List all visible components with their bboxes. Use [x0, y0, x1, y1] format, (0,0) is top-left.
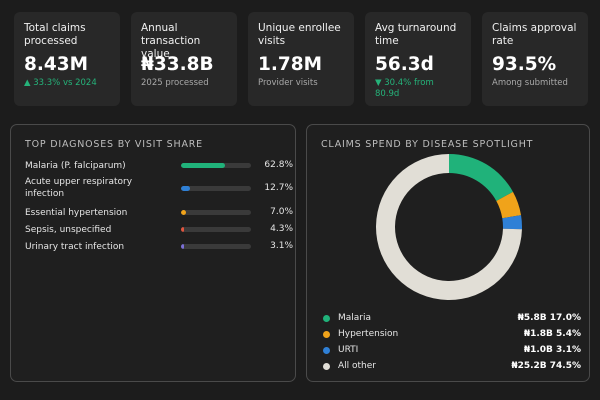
diagnosis-row: Acute upper respiratory infection 12.7% [25, 176, 293, 202]
legend-swatch [323, 315, 330, 322]
diagnosis-row: Urinary tract infection 3.1% [25, 241, 293, 255]
kpi-card-approval-rate: Claims approval rate 93.5% Among submitt… [482, 12, 588, 106]
diagnosis-bar-track [181, 186, 251, 191]
diagnosis-percent: 7.0% [270, 207, 293, 217]
legend-item-all-other: All other ₦25.2B 74.5% [323, 360, 581, 374]
legend-label: All other [338, 361, 376, 371]
legend-swatch [323, 331, 330, 338]
diagnosis-row: Malaria (P. falciparum) 62.8% [25, 159, 293, 173]
donut-slice-malaria [449, 154, 513, 201]
donut-slice-urti [502, 215, 522, 230]
diagnosis-bar-fill [181, 186, 190, 191]
spend-donut-chart [375, 154, 522, 300]
diagnosis-bar-track [181, 210, 251, 215]
donut-slice-hypertension [496, 191, 522, 219]
kpi-card-transaction-value: Annual transaction value ₦33.8B 2025 pro… [131, 12, 237, 106]
diagnosis-bar-fill [181, 227, 184, 232]
diagnosis-percent: 62.8% [264, 160, 293, 170]
legend-item-hypertension: Hypertension ₦1.8B 5.4% [323, 328, 581, 342]
kpi-value: 56.3d [375, 54, 434, 75]
legend-value: ₦5.8B 17.0% [517, 313, 581, 323]
kpi-card-turnaround: Avg turnaround time 56.3d ▼ 30.4% from 8… [365, 12, 471, 106]
kpi-label: Claims approval rate [492, 22, 577, 47]
diagnosis-label: Sepsis, unspecified [25, 225, 112, 235]
kpi-label: Unique enrollee visits [258, 22, 341, 47]
diagnosis-label: Acute upper respiratory infection [25, 177, 133, 199]
kpi-subtext: Provider visits [258, 78, 318, 88]
diagnosis-row: Essential hypertension 7.0% [25, 207, 293, 221]
kpi-value: 8.43M [24, 54, 89, 75]
kpi-label: Annual transaction value [141, 22, 201, 60]
legend-label: URTI [338, 345, 359, 355]
legend-label: Malaria [338, 313, 372, 323]
legend-item-urti: URTI ₦1.0B 3.1% [323, 344, 581, 358]
kpi-subtext: Among submitted [492, 78, 568, 88]
legend-value: ₦1.8B 5.4% [523, 329, 581, 339]
diagnosis-percent: 12.7% [264, 183, 293, 193]
kpi-value: 1.78M [258, 54, 323, 75]
kpi-card-total-claims: Total claims processed 8.43M ▲ 33.3% vs … [14, 12, 120, 106]
kpi-subtext: 2025 processed [141, 78, 209, 88]
legend-value: ₦1.0B 3.1% [523, 345, 581, 355]
kpi-label: Avg turnaround time [375, 22, 457, 47]
diagnosis-bar-track [181, 163, 251, 168]
diagnosis-bar-track [181, 244, 251, 249]
diagnosis-label: Urinary tract infection [25, 242, 125, 252]
diagnoses-panel: TOP DIAGNOSES BY VISIT SHARE Malaria (P.… [10, 124, 296, 382]
kpi-trend: ▲ 33.3% vs 2024 [24, 78, 97, 88]
diagnosis-bar-track [181, 227, 251, 232]
kpi-value: 93.5% [492, 54, 557, 75]
kpi-value: ₦33.8B [141, 54, 214, 75]
diagnosis-percent: 3.1% [270, 241, 293, 251]
legend-item-malaria: Malaria ₦5.8B 17.0% [323, 312, 581, 326]
diagnosis-label: Malaria (P. falciparum) [25, 161, 126, 171]
legend-value: ₦25.2B 74.5% [511, 361, 581, 371]
legend-swatch [323, 347, 330, 354]
panel-title: TOP DIAGNOSES BY VISIT SHARE [25, 139, 203, 150]
diagnosis-row: Sepsis, unspecified 4.3% [25, 224, 293, 238]
diagnosis-label: Essential hypertension [25, 208, 128, 218]
spend-panel: CLAIMS SPEND BY DISEASE SPOTLIGHT Malari… [306, 124, 590, 382]
kpi-card-enrollee-visits: Unique enrollee visits 1.78M Provider vi… [248, 12, 354, 106]
diagnosis-percent: 4.3% [270, 224, 293, 234]
kpi-trend: ▼ 30.4% from 80.9d [375, 78, 434, 99]
panel-title: CLAIMS SPEND BY DISEASE SPOTLIGHT [321, 139, 534, 150]
kpi-label: Total claims processed [24, 22, 86, 47]
legend-label: Hypertension [338, 329, 399, 339]
diagnosis-bar-fill [181, 244, 184, 249]
diagnosis-bar-fill [181, 210, 186, 215]
diagnosis-bar-fill [181, 163, 225, 168]
legend-swatch [323, 363, 330, 370]
